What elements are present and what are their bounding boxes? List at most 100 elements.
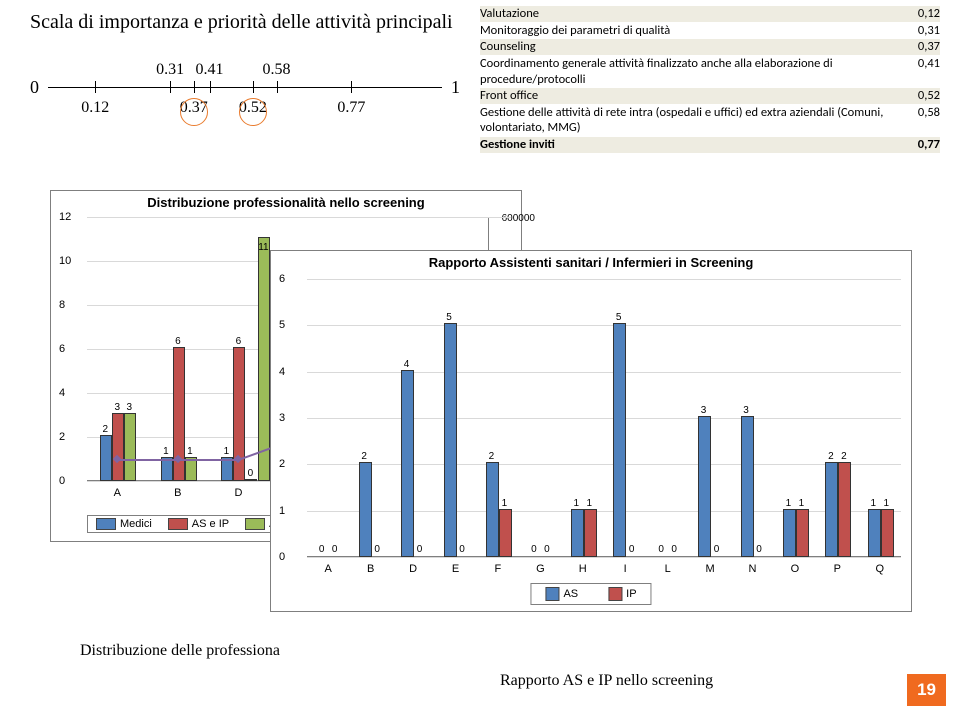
bar-label: 6: [175, 336, 181, 347]
bar-label: 1: [163, 446, 169, 457]
bar-label: 0: [332, 544, 338, 555]
y-tick: 6: [279, 273, 285, 285]
bar-label: 1: [587, 498, 593, 509]
scale-start: 0: [30, 77, 39, 98]
bar: [100, 435, 112, 481]
bar: [783, 509, 796, 557]
legend-item: AS: [545, 587, 578, 601]
bar-label: 2: [103, 424, 109, 435]
bar-label: 1: [224, 446, 230, 457]
x-category: A: [114, 487, 121, 499]
x-category: L: [665, 563, 671, 575]
bar-label: 1: [884, 498, 890, 509]
bar-label: 1: [786, 498, 792, 509]
legend-swatch: [96, 518, 116, 530]
bar-label: 2: [361, 451, 367, 462]
legend-swatch: [245, 518, 265, 530]
x-category: G: [536, 563, 545, 575]
table-label: Monitoraggio dei parametri di qualità: [480, 23, 904, 39]
table-label: Gestione inviti: [480, 137, 904, 153]
scale-label-bot: 0.77: [337, 99, 365, 117]
scale-label-top: 0.58: [263, 61, 291, 79]
highlight-circle: [239, 98, 267, 126]
tick: [277, 81, 278, 93]
table-value: 0,37: [904, 39, 940, 55]
y-tick: 8: [59, 299, 65, 311]
bar-label: 2: [828, 451, 834, 462]
tick: [351, 81, 352, 93]
bar-label: 6: [236, 336, 242, 347]
table-label: Front office: [480, 88, 904, 104]
grid-line: [307, 511, 901, 512]
bar-label: 1: [502, 498, 508, 509]
bar-label: 0: [374, 544, 380, 555]
bar: [486, 462, 499, 557]
bar: [124, 413, 136, 481]
bar-label: 0: [714, 544, 720, 555]
x-category: I: [624, 563, 627, 575]
x-category: B: [174, 487, 181, 499]
bar-label: 1: [871, 498, 877, 509]
bar-label: 3: [743, 405, 749, 416]
table-row: Monitoraggio dei parametri di qualità0,3…: [480, 23, 940, 39]
grid-line: [307, 279, 901, 280]
bar: [401, 370, 414, 557]
y-tick: 2: [59, 431, 65, 443]
scale-label-top: 0.31: [156, 61, 184, 79]
tick: [170, 81, 171, 93]
y-tick: 4: [279, 366, 285, 378]
grid-line: [307, 325, 901, 326]
bar: [221, 457, 233, 481]
y-tick: 12: [59, 211, 71, 223]
line-segment: [178, 459, 239, 461]
scale-end: 1: [451, 77, 460, 98]
legend-label: Medici: [120, 518, 152, 530]
bar-label: 0: [459, 544, 465, 555]
x-category: D: [409, 563, 417, 575]
table-row: Gestione delle attività di rete intra (o…: [480, 105, 940, 136]
bar-label: 0: [671, 544, 677, 555]
bar-label: 1: [799, 498, 805, 509]
tick: [210, 81, 211, 93]
scale-label-top: 0.41: [196, 61, 224, 79]
bar: [444, 323, 457, 557]
x-category: Q: [876, 563, 885, 575]
table-value: 0,52: [904, 88, 940, 104]
right-axis-top: 600000: [502, 213, 535, 224]
table-row: Gestione inviti0,77: [480, 137, 940, 153]
number-line: 0 1 0.310.410.580.120.370.520.77: [30, 41, 460, 141]
bar-label: 1: [187, 446, 193, 457]
legend-item: IP: [608, 587, 636, 601]
bar-label: 2: [489, 451, 495, 462]
bar-label: 0: [531, 544, 537, 555]
scale-label-bot: 0.12: [81, 99, 109, 117]
legend-swatch: [545, 587, 559, 601]
bar: [825, 462, 838, 557]
bar-label: 3: [115, 402, 121, 413]
table-value: 0,77: [904, 137, 940, 153]
chart-rapporto: Rapporto Assistenti sanitari / Infermier…: [270, 250, 912, 612]
table-value: 0,12: [904, 6, 940, 22]
legend-item: Medici: [96, 518, 152, 530]
x-category: D: [234, 487, 242, 499]
x-category: N: [749, 563, 757, 575]
bar-label: 0: [319, 544, 325, 555]
bar: [838, 462, 851, 557]
table-row: Coordinamento generale attività finalizz…: [480, 56, 940, 87]
grid-line: [307, 372, 901, 373]
tick: [253, 81, 254, 93]
y-tick: 6: [59, 343, 65, 355]
grid-line: [87, 217, 511, 218]
scale-title: Scala di importanza e priorità delle att…: [30, 10, 460, 35]
bar: [881, 509, 894, 557]
table-label: Gestione delle attività di rete intra (o…: [480, 105, 904, 136]
chart2-title: Rapporto Assistenti sanitari / Infermier…: [271, 251, 911, 270]
y-tick: 4: [59, 387, 65, 399]
x-category: H: [579, 563, 587, 575]
grid-line: [307, 557, 901, 558]
tick: [95, 81, 96, 93]
table-value: 0,41: [904, 56, 940, 72]
grid-line: [307, 418, 901, 419]
tick: [194, 81, 195, 93]
bar: [245, 479, 257, 481]
